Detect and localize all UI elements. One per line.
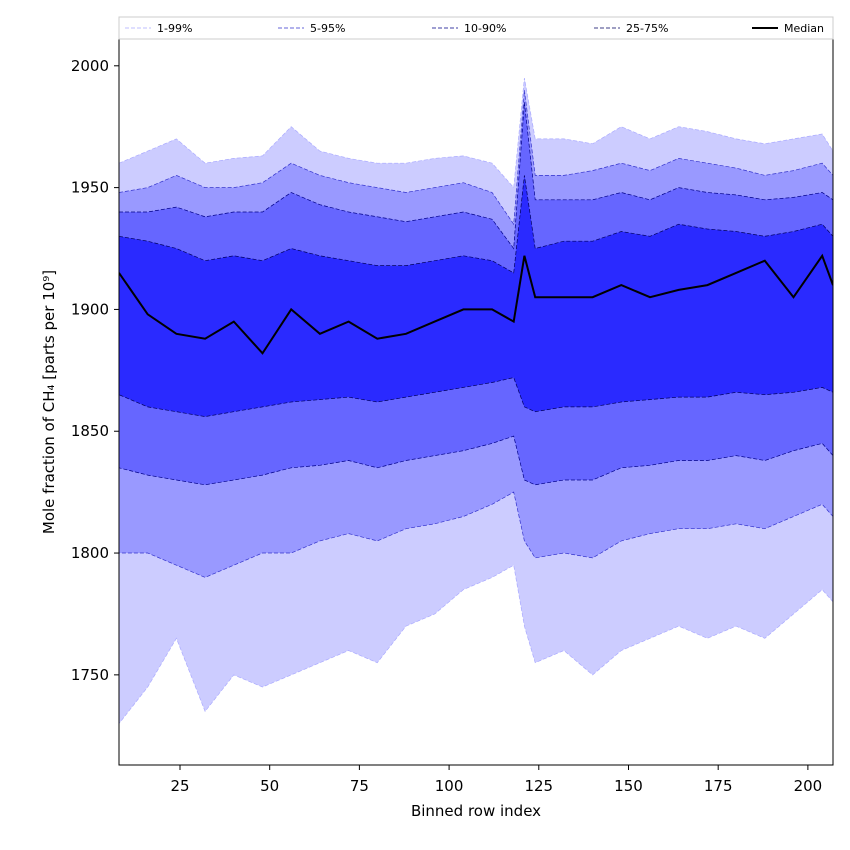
y-axis-ticks: 1750 1800 1850 1900 1950 2000 — [71, 57, 119, 684]
y-tick-label: 2000 — [71, 57, 109, 75]
x-tick-label: 150 — [614, 777, 643, 795]
y-tick-label: 1850 — [71, 422, 109, 440]
x-tick-label: 50 — [260, 777, 279, 795]
x-tick-label: 200 — [794, 777, 823, 795]
legend-label: 10-90% — [464, 22, 506, 35]
legend-label: Median — [784, 22, 824, 35]
x-axis-label: Binned row index — [411, 802, 541, 820]
x-tick-label: 100 — [435, 777, 464, 795]
legend: 1-99% 5-95% 10-90% 25-75% Median — [118, 16, 834, 40]
legend-label: 5-95% — [310, 22, 345, 35]
x-axis-ticks: 25 50 75 100 125 150 175 200 — [170, 765, 822, 795]
legend-label: 25-75% — [626, 22, 668, 35]
x-tick-label: 125 — [524, 777, 553, 795]
legend-box — [118, 16, 834, 40]
y-tick-label: 1800 — [71, 544, 109, 562]
y-tick-label: 1750 — [71, 666, 109, 684]
x-tick-label: 75 — [350, 777, 369, 795]
series-lines — [119, 253, 833, 355]
percentile-bands — [119, 77, 833, 725]
legend-label: 1-99% — [157, 22, 192, 35]
x-tick-label: 175 — [704, 777, 733, 795]
x-tick-label: 25 — [170, 777, 189, 795]
y-tick-label: 1900 — [71, 300, 109, 318]
y-axis-label: Mole fraction of CH₄ [parts per 10⁹] — [40, 270, 58, 534]
band-25-75pct — [119, 175, 833, 417]
y-tick-label: 1950 — [71, 179, 109, 197]
series-line-median — [119, 253, 833, 355]
